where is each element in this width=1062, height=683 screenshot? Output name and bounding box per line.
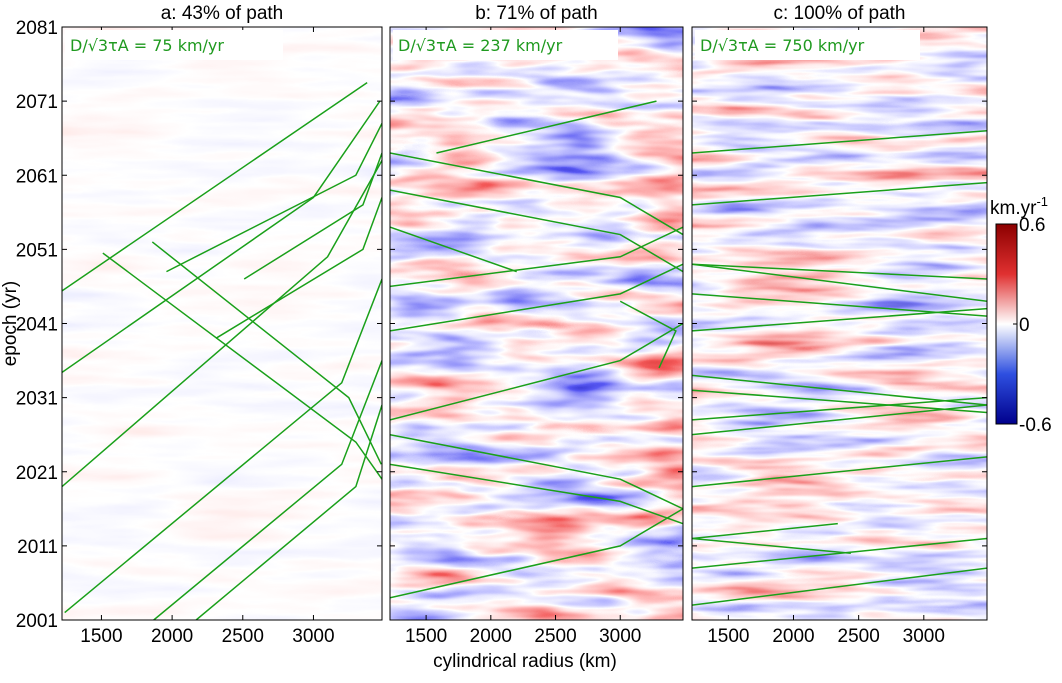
ray [692,130,987,154]
y-tick-label: 2021 [16,463,58,484]
y-tick-label: 2001 [16,611,58,632]
colorbar-label-exp: -1 [1036,194,1048,209]
annotation-box [695,30,920,60]
rays [62,81,382,620]
annotation-box [65,30,283,60]
ray [215,197,382,339]
x-tick-label: 2500 [222,626,264,647]
ray [390,433,683,510]
ray [692,263,987,280]
x-tick-label: 2500 [838,626,880,647]
ray [390,226,517,273]
ray [390,463,683,525]
ray [692,522,838,540]
ray [390,152,683,236]
ray [64,278,382,614]
ray [243,152,382,280]
ray [153,360,382,620]
ray [390,189,683,273]
x-tick-label: 3000 [903,626,945,647]
ray [692,567,987,606]
x-tick-label: 3000 [599,626,641,647]
colorbar-tick-label: 0.6 [1019,215,1045,236]
colorbar-tick-label: 0 [1019,315,1030,336]
ray [62,160,382,488]
x-tick-label: 2000 [470,626,512,647]
panel-title: b: 71% of path [475,3,598,24]
annotation: D/√3τA = 75 km/yr [70,36,224,55]
x-axis-label: cylindrical radius (km) [433,651,617,672]
annotation: D/√3τA = 237 km/yr [398,36,563,55]
y-tick-label: 2041 [16,315,58,336]
x-tick-label: 1500 [707,626,749,647]
x-tick-label: 3000 [292,626,334,647]
ray [390,263,683,332]
ray [102,252,382,480]
ray [195,404,382,620]
panel-title: c: 100% of path [773,3,905,24]
ray [151,241,382,465]
rays [692,130,987,606]
ray [619,300,677,369]
x-tick-label: 2000 [151,626,193,647]
ray [692,537,987,569]
annotation-box [393,30,618,60]
colorbar-label-base: km.yr [990,198,1037,219]
ray [436,100,657,154]
ray [390,508,683,599]
ray [62,81,368,292]
ray [692,537,851,555]
heatmap-field [692,27,987,620]
ray [390,226,683,288]
heatmap-field [62,27,382,620]
x-tick-label: 2000 [772,626,814,647]
ray [692,181,987,206]
y-tick-label: 2051 [16,240,58,261]
y-tick-label: 2031 [16,389,58,410]
y-tick-label: 2081 [16,18,58,39]
ray [692,389,987,414]
panel-title: a: 43% of path [161,3,284,24]
x-tick-label: 1500 [80,626,122,647]
y-tick-label: 2061 [16,166,58,187]
ray [692,404,987,436]
ray [390,322,683,421]
colorbar-label: km.yr-1 [990,194,1048,219]
ray [692,374,987,406]
x-tick-label: 2500 [534,626,576,647]
y-tick-label: 2011 [17,537,58,558]
annotation: D/√3τA = 750 km/yr [700,36,865,55]
colorbar-tick-label: -0.6 [1019,415,1052,436]
ray [692,263,987,303]
ray [166,123,382,273]
rays [390,100,683,599]
y-tick-label: 2071 [16,92,58,113]
ray [692,456,987,488]
x-tick-label: 1500 [405,626,447,647]
ray [692,396,987,421]
y-axis-label: epoch (yr) [0,281,21,367]
ray [692,307,987,332]
